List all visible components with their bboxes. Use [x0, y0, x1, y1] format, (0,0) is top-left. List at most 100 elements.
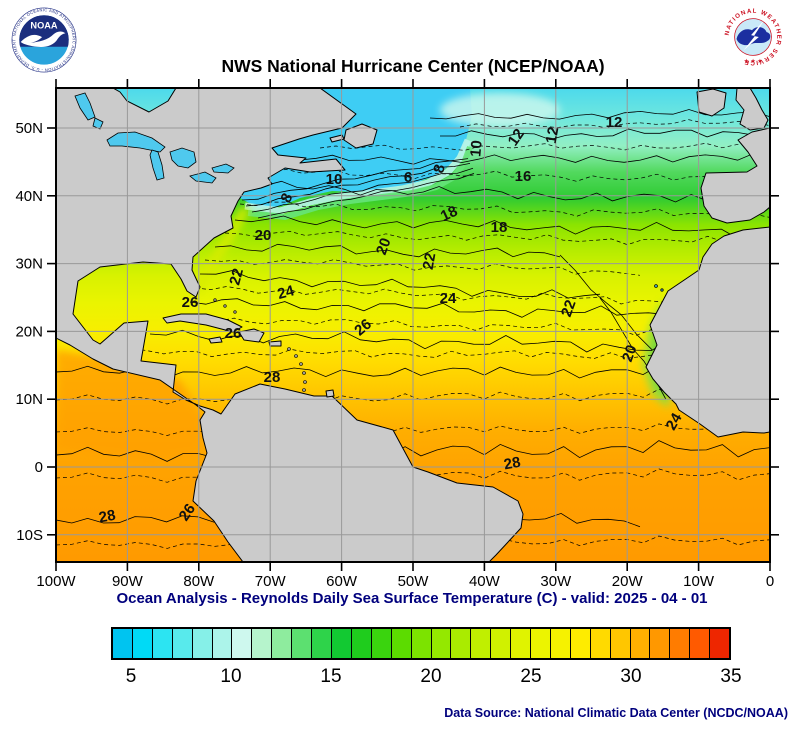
colorbar-cell [271, 629, 292, 658]
contour-label: 10 [467, 140, 485, 158]
x-axis-tick-label: 50W [398, 573, 430, 590]
y-axis-tick-label: 10N [15, 391, 43, 408]
colorbar-cell [211, 629, 232, 658]
contour-label: 28 [98, 507, 117, 527]
x-axis-tick-label: 30W [540, 573, 572, 590]
colorbar-cell [530, 629, 550, 658]
lake-small [92, 117, 104, 130]
contour-label: 18 [491, 219, 508, 236]
colorbar-cell [390, 629, 411, 658]
contour-label: 18 [438, 203, 460, 225]
y-axis-tick-label: 20N [15, 323, 43, 340]
land-masses [57, 89, 769, 561]
land-cuba [162, 313, 243, 333]
x-axis-tick-label: 80W [183, 573, 215, 590]
contour-label: 12 [505, 126, 528, 149]
land-newfoundland [343, 123, 378, 149]
land-europe [700, 127, 769, 224]
lake-michigan [149, 149, 165, 181]
colorbar-tick-label: 5 [125, 666, 137, 687]
y-axis-tick-label: 40N [15, 188, 43, 205]
noaa-logo: NATIONAL OCEANIC AND ATMOSPHERIC ADMINIS… [8, 2, 78, 79]
map-frame [55, 87, 771, 563]
land-hispaniola [238, 328, 265, 343]
data-source-caption: Data Source: National Climatic Data Cent… [444, 706, 788, 720]
colorbar-cell [430, 629, 451, 658]
contour-label: 12 [606, 114, 623, 131]
nws-cloud-icon [736, 27, 771, 46]
x-axis-tick-label: 10W [683, 573, 715, 590]
colorbar-tick-label: 15 [320, 666, 342, 687]
land-anticosti [329, 134, 345, 143]
nws-lightning-icon [743, 19, 765, 51]
contour-label: 20 [619, 343, 641, 364]
colorbar-cell [629, 629, 650, 658]
nws-logo: NATIONAL WEATHER SERVICE ★ ★ ★ [722, 6, 784, 73]
colorbar-cell [191, 629, 212, 658]
colorbar-tick-label: 35 [720, 666, 742, 687]
colorbar-cell [569, 629, 590, 658]
land-jamaica [208, 336, 223, 344]
contour-label: 28 [264, 369, 281, 386]
y-axis-tick-label: 10S [16, 527, 43, 544]
contour-label: 20 [255, 227, 272, 244]
colorbar-cell [330, 629, 351, 658]
colorbar-cell [151, 629, 172, 658]
noaa-center-text: NOAA [30, 20, 57, 30]
nws-ring-stars: ★ ★ ★ [744, 58, 763, 65]
contour-label: 28 [503, 454, 522, 474]
lake-erie [189, 171, 217, 184]
colorbar-tick-label: 20 [420, 666, 442, 687]
lake-superior [106, 131, 166, 153]
contour-label: 26 [225, 325, 242, 342]
land-puerto-rico [268, 340, 282, 347]
colorbar-cell [669, 629, 690, 658]
map-subtitle: Ocean Analysis - Reynolds Daily Sea Surf… [116, 590, 708, 607]
colorbar-cell [131, 629, 152, 658]
colorbar-cell [589, 629, 610, 658]
contour-label: 10 [326, 171, 343, 188]
contour-label: 16 [515, 168, 532, 185]
y-axis-tick-label: 30N [15, 256, 43, 273]
colorbar-cell [410, 629, 431, 658]
x-axis-tick-label: 60W [326, 573, 358, 590]
colorbar-cell [291, 629, 312, 658]
contour-label: 6 [404, 169, 412, 186]
graticule [57, 89, 769, 561]
lakes [74, 92, 664, 292]
y-axis-tick-label: 0 [35, 459, 43, 476]
colorbar-cell [510, 629, 531, 658]
colorbar-labels: 5 10 15 20 25 30 35 [111, 666, 742, 692]
contour-label: 24 [276, 282, 297, 303]
x-axis-tick-label: 70W [255, 573, 287, 590]
lesser-antilles [213, 298, 307, 392]
colorbar-cell [350, 629, 371, 658]
canary-islands [660, 288, 664, 292]
colorbar-cell [450, 629, 471, 658]
colorbar-cell [709, 629, 730, 658]
contour-label: 24 [663, 410, 686, 434]
colorbar-tick-label: 25 [520, 666, 542, 687]
colorbar-cell [370, 629, 391, 658]
colorbar [111, 627, 731, 660]
colorbar-cell [171, 629, 192, 658]
colorbar-cell [609, 629, 630, 658]
contour-label: 12 [543, 126, 563, 145]
x-axis-tick-label: 100W [36, 573, 76, 590]
x-axis-tick-label: 20W [612, 573, 644, 590]
colorbar-cell [251, 629, 272, 658]
contour-label: 20 [373, 236, 395, 257]
contour-label: 22 [558, 298, 580, 319]
contour-label: 22 [420, 252, 440, 271]
colorbar-cell [311, 629, 331, 658]
colorbar-tick-label: 30 [620, 666, 642, 687]
contour-label: 22 [226, 267, 247, 288]
contour-label: 24 [440, 290, 457, 307]
nws-logo-graphic: NATIONAL WEATHER SERVICE ★ ★ ★ [722, 6, 784, 68]
contour-label: 26 [176, 501, 199, 524]
colorbar-cell [113, 629, 132, 658]
axes: 100W 90W 80W 70W 60W 50W 40W 30W 20W 10W 0 50N 40N 30… [15, 79, 779, 590]
